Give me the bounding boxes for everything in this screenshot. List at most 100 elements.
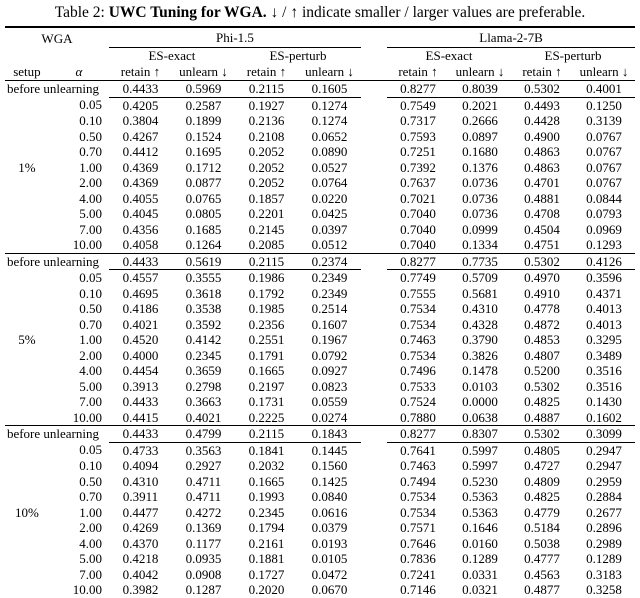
- value-cell: 0.5038: [524, 535, 560, 551]
- value-cell: 0.0792: [311, 347, 348, 363]
- alpha-cell: 4.00: [79, 535, 102, 551]
- value-cell: 0.1287: [185, 582, 222, 597]
- value-cell: 0.4186: [122, 301, 159, 316]
- value-cell: 0.4711: [185, 489, 222, 504]
- value-cell: 0.2345: [185, 347, 222, 363]
- value-cell: 0.0805: [185, 206, 222, 221]
- value-cell: 0.7880: [400, 409, 436, 425]
- setup-cell: [5, 582, 49, 598]
- value-cell: 0.5363: [462, 504, 498, 520]
- value-cell: 0.3258: [586, 582, 622, 597]
- value-cell: 0.7593: [400, 128, 436, 144]
- value-cell: 0.4267: [122, 128, 159, 144]
- value-cell: 0.4493: [524, 97, 560, 113]
- value-cell: 0.1967: [311, 332, 348, 347]
- value-cell: 0.5302: [511, 425, 573, 443]
- alpha-row: 0.50 0.4310 0.4711 0.1665 0.1425 0.7494 0.5230…: [5, 474, 635, 490]
- value-cell: 0.4711: [185, 473, 222, 489]
- before-unlearning-row: before unlearning 0.4433 0.5969 0.2115 0.160…: [4, 80, 636, 98]
- value-cell: 0.7555: [400, 285, 436, 301]
- value-cell: 0.4809: [524, 473, 560, 489]
- metric-group-header-row: setup α ES-exact ES-perturb ES-exact ES-…: [5, 48, 635, 79]
- column-gap: [361, 379, 387, 395]
- value-cell: 0.1731: [248, 394, 285, 409]
- value-cell: 0.4058: [122, 237, 159, 252]
- value-cell: 0.4881: [524, 190, 560, 206]
- value-cell: 0.0999: [462, 221, 498, 237]
- value-cell: 0.2197: [248, 378, 285, 394]
- value-cell: 0.0890: [311, 144, 348, 159]
- column-gap: [361, 474, 387, 490]
- value-cell: 0.4013: [586, 316, 622, 332]
- value-cell: 0.7241: [400, 566, 436, 582]
- value-cell: 0.0274: [311, 409, 348, 425]
- alpha-row: 5.00 0.3913 0.2798 0.2197 0.0823 0.7533 0.0103…: [5, 379, 635, 395]
- value-cell: 0.5363: [462, 489, 498, 504]
- value-cell: 0.7534: [400, 347, 436, 363]
- value-cell: 0.7571: [400, 520, 436, 535]
- value-cell: 0.8307: [449, 425, 511, 443]
- value-cell: 0.4799: [171, 425, 235, 443]
- alpha-row: 5.00 0.4218 0.0935 0.1881 0.0105 0.7836 0.1289…: [5, 551, 635, 567]
- value-cell: 0.0764: [311, 175, 348, 190]
- value-cell: 0.4733: [122, 442, 159, 458]
- value-cell: 0.7534: [400, 316, 436, 332]
- value-cell: 0.2345: [248, 504, 285, 520]
- alpha-row: 0.05 0.4205 0.2587 0.1927 0.1274 0.7549 0.2021…: [5, 97, 635, 113]
- value-cell: 0.3913: [122, 378, 159, 394]
- unlearn-header: unlearn ↓: [455, 64, 505, 79]
- column-gap: [361, 551, 387, 567]
- alpha-row: 10.00 0.3982 0.1287 0.2020 0.0670 0.7146 0.032…: [5, 582, 635, 598]
- value-cell: 0.4563: [524, 566, 560, 582]
- value-cell: 0.7463: [400, 458, 436, 473]
- value-cell: 0.0652: [311, 128, 348, 144]
- alpha-header: α: [75, 64, 83, 79]
- value-cell: 0.7533: [400, 378, 436, 394]
- setup-cell: [5, 348, 49, 364]
- value-cell: 0.2115: [234, 80, 298, 98]
- value-cell: 0.2989: [586, 535, 622, 551]
- value-cell: 0.3592: [185, 316, 222, 332]
- column-gap: [361, 332, 387, 348]
- value-cell: 0.0823: [311, 378, 348, 394]
- metric-group-es-perturb-phi: ES-perturb: [269, 48, 327, 63]
- setup-cell: [5, 222, 49, 238]
- value-cell: 0.5997: [462, 458, 498, 473]
- alpha-cell: 1.00: [79, 159, 102, 175]
- value-cell: 0.4900: [524, 128, 560, 144]
- setup-cell: [5, 489, 49, 505]
- setup-cell: [5, 97, 49, 113]
- value-cell: 0.0000: [462, 394, 498, 409]
- value-cell: 0.0512: [311, 237, 348, 252]
- value-cell: 0.0767: [586, 175, 622, 190]
- value-cell: 0.2947: [586, 442, 622, 458]
- table-header: WGA Phi-1.5 Llama-2-7B setup α ES-exact …: [5, 27, 636, 81]
- value-cell: 0.4863: [524, 144, 560, 159]
- value-cell: 0.0767: [586, 128, 622, 144]
- setup-cell: [5, 301, 49, 317]
- value-cell: 0.3911: [122, 489, 159, 504]
- value-cell: 0.0220: [311, 190, 348, 206]
- value-cell: 0.4454: [122, 363, 159, 378]
- value-cell: 0.4042: [122, 566, 159, 582]
- value-cell: 0.1369: [185, 520, 222, 535]
- alpha-row: 0.10 0.4695 0.3618 0.1792 0.2349 0.7555 0.5681…: [5, 286, 635, 302]
- value-cell: 0.1250: [586, 97, 622, 113]
- value-cell: 0.2052: [248, 159, 285, 175]
- value-cell: 0.0897: [462, 128, 498, 144]
- value-cell: 0.2947: [586, 458, 622, 473]
- column-gap: [361, 97, 387, 113]
- value-cell: 0.4094: [122, 458, 159, 473]
- value-cell: 0.3826: [462, 347, 498, 363]
- value-cell: 0.2677: [586, 504, 622, 520]
- setup-cell: [5, 237, 49, 253]
- value-cell: 0.2085: [248, 237, 285, 252]
- caption-description: ↓ / ↑ indicate smaller / larger values a…: [266, 4, 586, 21]
- metric-group-es-perturb-llama: ES-perturb: [544, 48, 602, 63]
- column-gap: [361, 286, 387, 302]
- value-cell: 0.2798: [185, 378, 222, 394]
- value-cell: 0.0908: [185, 566, 222, 582]
- value-cell: 0.3183: [586, 566, 622, 582]
- value-cell: 0.2032: [248, 458, 285, 473]
- value-cell: 0.4310: [462, 301, 498, 316]
